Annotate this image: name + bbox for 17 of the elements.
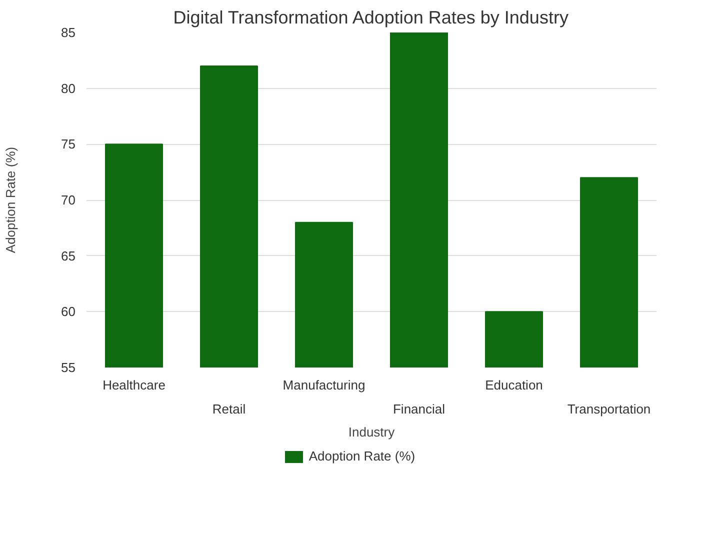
x-tick-label: Transportation: [567, 402, 651, 416]
x-tick-label: Education: [485, 378, 543, 392]
legend-label: Adoption Rate (%): [308, 448, 416, 464]
y-tick-label: 70: [61, 192, 76, 208]
y-tick-label: 85: [61, 25, 76, 40]
x-axis-title: Industry: [348, 424, 396, 440]
y-tick-label: 80: [61, 80, 76, 96]
x-tick-label: Financial: [392, 402, 446, 416]
y-tick-label: 60: [61, 304, 76, 320]
y-tick-label: 75: [61, 136, 76, 152]
chart-title: Digital Transformation Adoption Rates by Industry: [173, 8, 568, 28]
x-tick-label: Healthcare: [102, 378, 166, 392]
x-tick-label: Manufacturing: [282, 378, 366, 392]
y-axis-title: Adoption Rate (%): [3, 146, 18, 254]
x-tick-label: Retail: [212, 402, 246, 416]
y-tick-label: 65: [61, 248, 76, 264]
y-tick-label: 55: [61, 360, 76, 375]
